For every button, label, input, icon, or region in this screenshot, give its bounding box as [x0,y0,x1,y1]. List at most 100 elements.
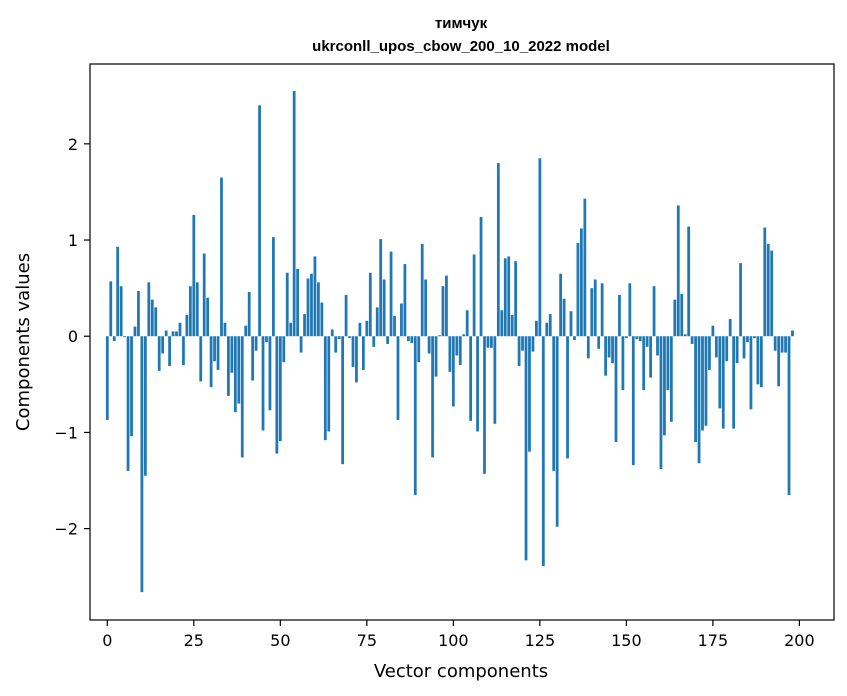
bar [573,336,576,341]
bar [462,334,466,337]
bar [600,283,604,337]
bar [507,256,511,337]
bar [365,320,369,337]
bar [133,326,137,337]
bar [410,336,414,343]
bar [431,336,434,458]
y-tick-label: −2 [54,520,78,539]
bar [763,227,767,337]
plot-frame [89,63,835,621]
bar [275,336,279,454]
bar [282,336,286,363]
bar [580,228,583,337]
bar [126,336,130,471]
bar [386,336,389,344]
bar [185,315,189,337]
bar [711,325,715,337]
bar [496,163,500,337]
bar [476,336,479,432]
bar [732,336,736,429]
bar [396,336,400,420]
bar [209,336,213,388]
x-tick-label: 125 [525,631,556,650]
bar [237,336,241,404]
bar [787,336,791,495]
bar [337,336,341,340]
bar [687,226,691,337]
bar [247,291,251,337]
y-axis-ticks: −2 −1 0 1 2 [54,135,90,539]
bar [227,336,230,396]
bar [406,336,410,342]
bar [202,253,206,337]
bar [285,272,289,337]
x-tick-label: 75 [357,631,377,650]
bar [777,336,781,387]
bar [327,336,331,432]
bar [233,336,237,413]
bar [292,90,296,337]
bar [143,336,147,476]
bar [469,336,473,421]
bar [721,336,725,429]
bar [766,243,770,337]
bar [261,336,265,431]
bar [683,334,687,337]
bar [562,298,566,337]
bar [780,336,784,353]
bars-group [105,90,794,593]
bar [178,322,182,337]
chart-subtitle: ukrconll_upos_cbow_200_10_2022 model [312,38,610,55]
bar [503,258,507,337]
bar [701,336,704,431]
bar [123,336,126,338]
bar [130,336,133,437]
bar [220,177,223,337]
bar [358,322,362,337]
bar [753,336,756,339]
bar [583,198,587,337]
y-tick-label: 2 [68,135,78,154]
y-axis-label: Components values [13,253,34,431]
bar [725,336,729,362]
bar [334,336,338,353]
bar [451,336,455,407]
bar [199,336,203,382]
bar [213,336,216,362]
bar [680,293,684,337]
bar [500,310,504,337]
bar [545,322,549,337]
bar [119,286,123,337]
bar [355,336,358,383]
bar [490,336,493,348]
bar [379,239,383,337]
bar [206,297,210,337]
bar [306,278,310,337]
bar [749,336,753,410]
bar [244,325,248,337]
bar [109,281,113,337]
bar [140,336,144,593]
bar [268,336,272,411]
bar [265,336,268,342]
x-tick-label: 150 [611,631,642,650]
bar [756,336,760,385]
bar [420,243,424,337]
bar [708,336,711,370]
bar [195,282,199,337]
bar [548,314,552,337]
bar [559,273,563,337]
y-tick-label: 1 [68,231,78,250]
bar [192,215,196,337]
bar [552,336,556,471]
bar [597,336,601,349]
bar [330,329,334,337]
bar [150,299,154,337]
bar [175,331,178,337]
bar [663,336,666,436]
bar [341,336,344,465]
bar [427,336,431,354]
x-tick-label: 25 [184,631,204,650]
bar [514,261,518,337]
